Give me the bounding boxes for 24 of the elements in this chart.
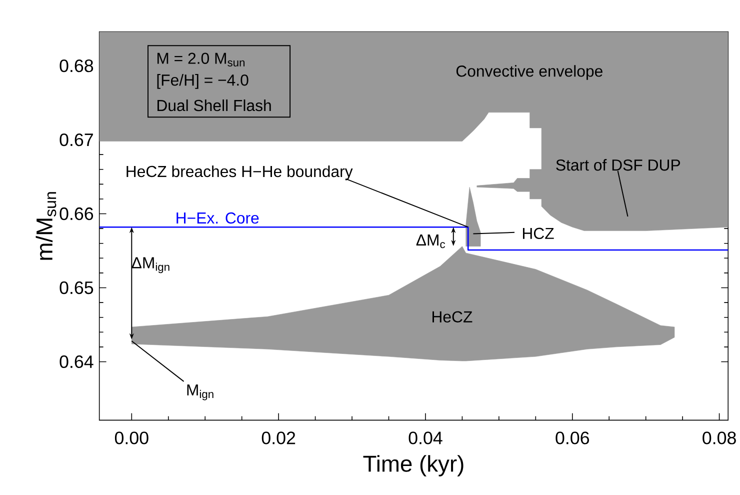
annotation: HCZ xyxy=(522,228,554,240)
annotation: Convective envelope xyxy=(456,65,602,80)
x-tick-label: 0.00 xyxy=(114,432,148,444)
y-tick-label: 0.65 xyxy=(60,282,94,294)
annotation: Dual Shell Flash xyxy=(157,100,271,112)
x-tick-label: 0.06 xyxy=(556,432,589,444)
x-tick-label: 0.08 xyxy=(702,432,736,444)
annotation: [Fe/H] = −4.0 xyxy=(157,74,248,90)
annotation: ΔM$_{c}$ xyxy=(416,234,445,248)
x-axis-title: Time (kyr) xyxy=(363,455,464,477)
y-tick-label: 0.68 xyxy=(60,60,94,72)
annotation: Start of DSF DUP xyxy=(556,159,680,171)
x-tick-label: 0.04 xyxy=(408,432,442,444)
annotation: ΔM$_{ign}$ xyxy=(132,257,170,274)
annotation: M = 2.0 M$_{sun}$ xyxy=(157,52,244,67)
series-label: H−Ex. Core xyxy=(176,212,259,224)
annotation: HeCZ xyxy=(432,311,472,323)
y-axis-title: m/M$_{sun}$ xyxy=(36,192,56,260)
x-tick-label: 0.02 xyxy=(262,432,296,444)
y-tick-label: 0.67 xyxy=(60,134,93,146)
y-tick-label: 0.66 xyxy=(60,208,94,220)
y-tick-label: 0.64 xyxy=(60,356,94,368)
annotation: M$_{ign}$ xyxy=(187,384,214,400)
annotation: HeCZ breaches H−He boundary xyxy=(126,166,353,180)
